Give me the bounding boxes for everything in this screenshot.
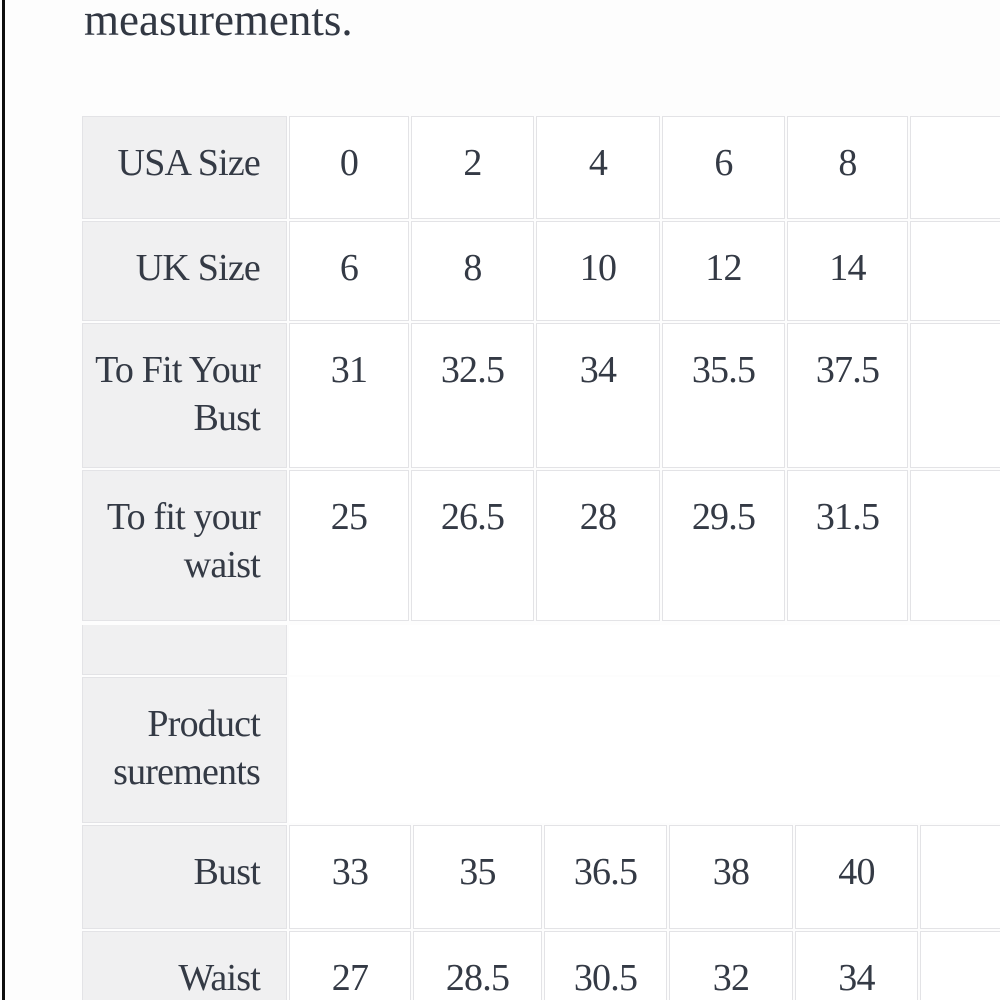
- table-cell: 26.5: [411, 470, 534, 621]
- table-cell: 27: [289, 931, 411, 1000]
- table-cell: 6: [289, 221, 409, 321]
- table-cell: 2: [411, 116, 534, 219]
- section-header-cell: Product surements: [82, 677, 287, 823]
- table-row-fit-bust: To Fit Your Bust 31 32.5 34 35.5 37.5: [82, 323, 1000, 468]
- table-cell: 8: [411, 221, 534, 321]
- table-cell-clipped: [910, 470, 1000, 621]
- row-label-line: To Fit Your: [95, 349, 261, 391]
- table-cell: 14: [787, 221, 908, 321]
- table-cell-clipped: [910, 116, 1000, 219]
- row-label-line: Bust: [193, 851, 261, 893]
- table-row-usa-size: USA Size 0 2 4 6 8: [82, 116, 1000, 219]
- row-label-line: Waist: [178, 957, 260, 999]
- table-cell: 28: [536, 470, 660, 621]
- row-label-line: waist: [183, 544, 261, 586]
- table-row-fit-waist: To fit your waist 25 26.5 28 29.5 31.5: [82, 470, 1000, 621]
- row-label-uk-size: UK Size: [82, 221, 287, 321]
- row-label-usa-size: USA Size: [82, 116, 287, 219]
- row-label-line: Bust: [193, 397, 261, 439]
- row-label-fit-waist: To fit your waist: [82, 470, 287, 621]
- table-cell: 4: [536, 116, 660, 219]
- table-cell: 32: [669, 931, 793, 1000]
- table-row-uk-size: UK Size 6 8 10 12 14: [82, 221, 1000, 321]
- table-cell-clipped: [920, 931, 1000, 1000]
- table-cell: 10: [536, 221, 660, 321]
- table-cell-clipped: [910, 221, 1000, 321]
- size-chart-scroll-area[interactable]: USA Size 0 2 4 6 8 UK Size 6 8 10 12 14 …: [80, 114, 1000, 1000]
- empty-merged-cell: [289, 677, 1000, 823]
- table-cell: 34: [795, 931, 918, 1000]
- page-heading: measurements.: [84, 0, 353, 45]
- row-label-fit-bust: To Fit Your Bust: [82, 323, 287, 468]
- table-cell: 35.5: [662, 323, 785, 468]
- table-row-product-waist: Waist 27 28.5 30.5 32 34: [82, 931, 1000, 1000]
- table-cell: 37.5: [787, 323, 908, 468]
- section-label-line: Product: [147, 703, 260, 745]
- table-cell: 38: [669, 825, 793, 929]
- table-row-product-bust: Bust 33 35 36.5 38 40: [82, 825, 1000, 929]
- row-label-line: UK Size: [135, 247, 261, 289]
- table-cell: 30.5: [544, 931, 667, 1000]
- table-cell: 33: [289, 825, 411, 929]
- row-label-line: To fit your: [106, 496, 261, 538]
- table-cell-clipped: [920, 825, 1000, 929]
- table-cell: 29.5: [662, 470, 785, 621]
- section-header-row: Product surements: [82, 677, 1000, 823]
- table-cell: 35: [413, 825, 542, 929]
- row-label-product-bust: Bust: [82, 825, 287, 929]
- table-cell: 12: [662, 221, 785, 321]
- table-cell: 31: [289, 323, 409, 468]
- spacer-label-cell: [82, 625, 287, 675]
- table-cell: 8: [787, 116, 908, 219]
- fit-size-table: USA Size 0 2 4 6 8 UK Size 6 8 10 12 14 …: [80, 114, 1000, 623]
- row-label-line: USA Size: [117, 142, 261, 184]
- table-cell: 0: [289, 116, 409, 219]
- table-cell: 28.5: [413, 931, 542, 1000]
- table-cell: 34: [536, 323, 660, 468]
- screen-edge-bar: [2, 0, 5, 1000]
- spacer-row: [82, 625, 1000, 675]
- table-cell: 40: [795, 825, 918, 929]
- section-label-line: surements: [113, 751, 261, 793]
- table-cell: 32.5: [411, 323, 534, 468]
- table-cell-clipped: [910, 323, 1000, 468]
- table-cell: 36.5: [544, 825, 667, 929]
- table-cell: 31.5: [787, 470, 908, 621]
- table-cell: 25: [289, 470, 409, 621]
- row-label-product-waist: Waist: [82, 931, 287, 1000]
- product-measurements-table: Product surements Bust 33 35 36.5 38 40 …: [80, 623, 1000, 1000]
- table-cell: 6: [662, 116, 785, 219]
- empty-merged-cell: [289, 625, 1000, 675]
